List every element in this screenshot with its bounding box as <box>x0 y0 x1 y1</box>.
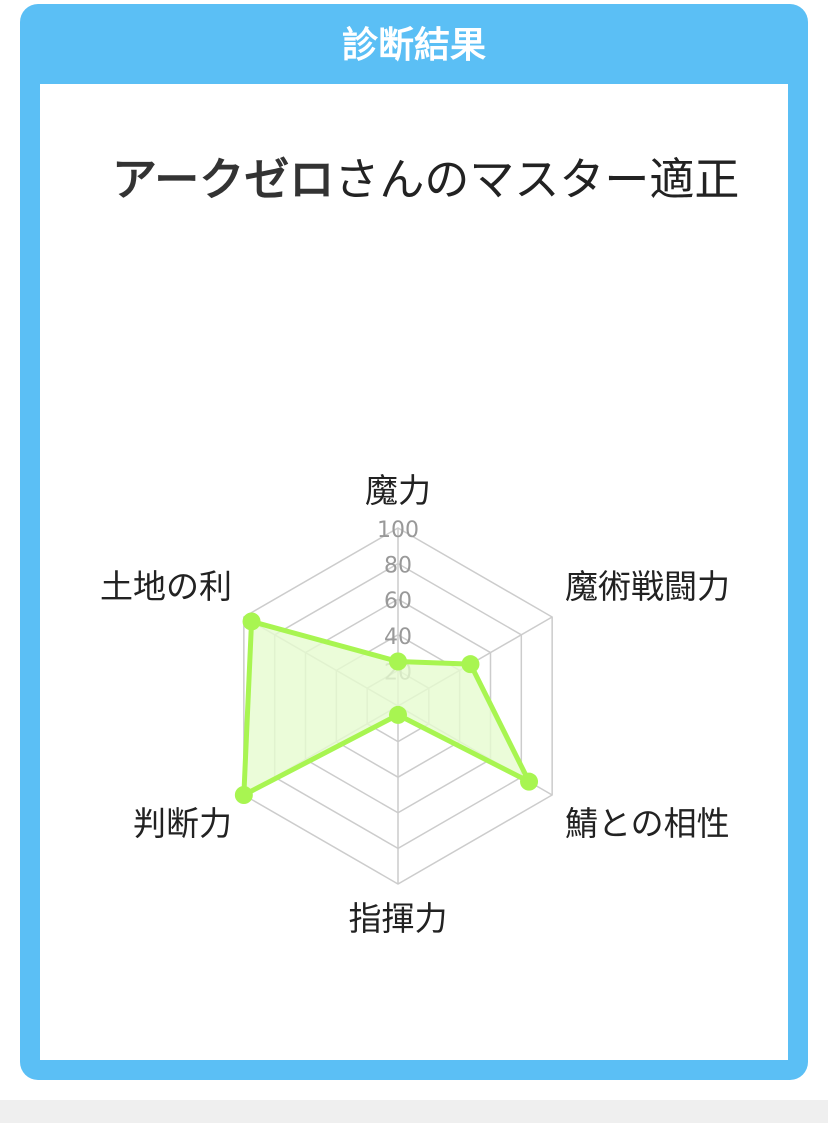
tick-label: 80 <box>384 554 412 579</box>
footer-strip <box>0 1100 828 1123</box>
category-label: 土地の利 <box>100 567 232 606</box>
tick-label: 60 <box>384 589 412 614</box>
data-point <box>389 652 407 671</box>
result-card: 診断結果 アークゼロさんのマスター適正 <box>20 4 808 1080</box>
user-name: アークゼロ <box>112 153 335 206</box>
category-label: 鯖との相性 <box>565 804 730 843</box>
data-point <box>461 655 480 674</box>
category-label: 魔力 <box>365 471 431 510</box>
card-body: アークゼロさんのマスター適正 <box>40 84 788 1060</box>
tick-label: 100 <box>377 518 419 543</box>
result-title: アークゼロさんのマスター適正 <box>112 144 772 216</box>
data-point <box>520 772 539 791</box>
data-point <box>242 612 261 631</box>
card-title: 診断結果 <box>341 25 486 66</box>
data-point <box>234 786 253 804</box>
result-title-suffix: さんのマスター適正 <box>334 153 740 206</box>
category-label: 指揮力 <box>349 899 448 938</box>
tick-label: 40 <box>384 625 412 650</box>
category-label: 魔術戦闘力 <box>565 567 730 606</box>
category-label: 判断力 <box>133 804 232 843</box>
data-point <box>389 705 407 724</box>
